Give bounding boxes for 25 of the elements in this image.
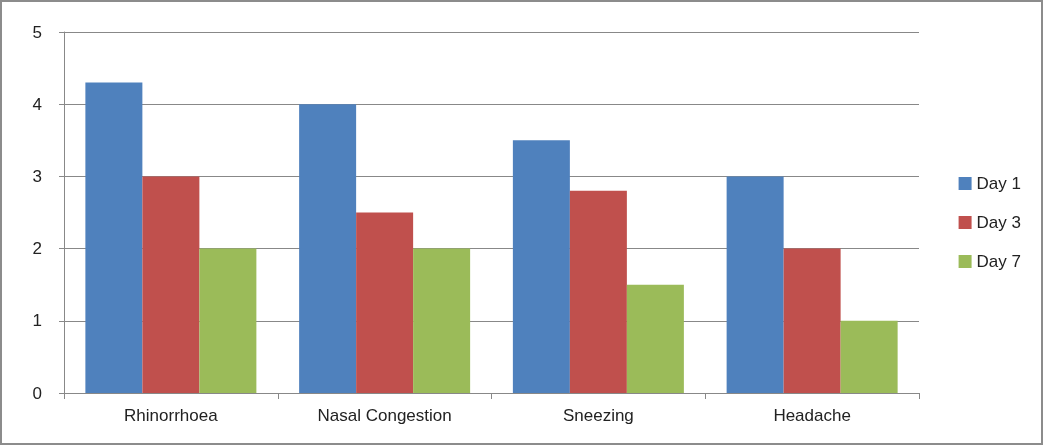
bar [199,248,257,393]
x-tick-label: Headache [773,406,851,425]
legend-label: Day 7 [976,252,1022,271]
bar [726,176,784,393]
bar [512,140,570,393]
y-tick-label: 2 [32,239,42,259]
y-tick-label: 3 [32,166,42,186]
bar [569,190,627,393]
bar [299,104,357,393]
x-tick-label: Nasal Congestion [317,406,452,425]
bar [626,284,684,393]
x-tick-label: Rhinorrhoea [124,406,219,425]
legend-label: Day 1 [976,174,1022,193]
bar [142,176,200,393]
bar [783,248,841,393]
legend-label: Day 3 [976,213,1022,232]
bar [413,248,471,393]
y-tick-label: 4 [32,94,42,114]
x-tick-label: Sneezing [562,406,634,425]
bar [85,82,143,393]
y-tick-label: 5 [32,22,42,42]
bar [840,320,898,393]
y-tick-label: 0 [32,383,42,403]
y-tick-label: 1 [32,311,42,331]
bar [356,212,414,393]
